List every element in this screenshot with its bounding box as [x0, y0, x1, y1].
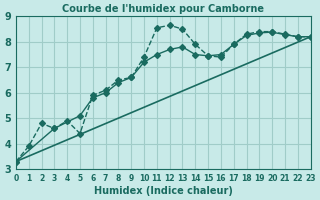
Title: Courbe de l'humidex pour Camborne: Courbe de l'humidex pour Camborne: [62, 4, 264, 14]
X-axis label: Humidex (Indice chaleur): Humidex (Indice chaleur): [94, 186, 233, 196]
